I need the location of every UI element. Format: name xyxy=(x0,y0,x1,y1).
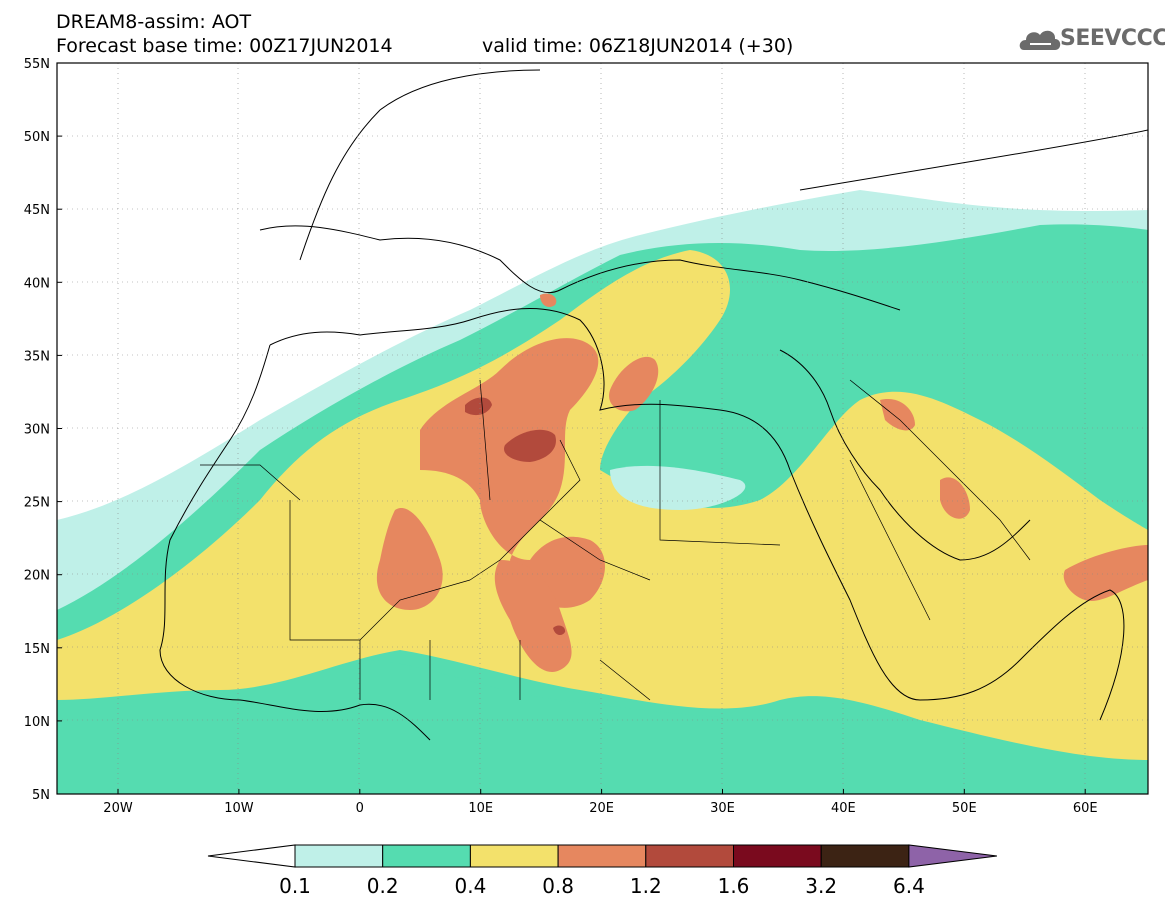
lon-label: 20E xyxy=(589,801,614,816)
colorbar-swatch xyxy=(469,844,559,868)
lon-label: 10W xyxy=(224,801,254,816)
aot-contour-0.4 xyxy=(57,250,1148,760)
graticule xyxy=(57,63,1148,794)
lat-label: 20N xyxy=(24,569,50,584)
lat-label: 15N xyxy=(24,642,50,657)
colorbar-swatch xyxy=(557,844,647,868)
colorbar-label: 1.6 xyxy=(718,874,750,898)
colorbar-swatch xyxy=(382,844,471,868)
colorbar-label: 0.8 xyxy=(542,874,574,898)
colorbar-arrow-low xyxy=(207,844,296,868)
lon-label: 30E xyxy=(710,801,735,816)
lon-label: 20W xyxy=(103,801,133,816)
aot-field xyxy=(57,190,1148,794)
lat-label: 25N xyxy=(24,496,50,511)
logo-text: SEEVCCC xyxy=(1060,26,1165,51)
cloud-logo-icon xyxy=(1019,30,1061,50)
lat-label: 55N xyxy=(24,57,50,72)
colorbar-swatch xyxy=(820,844,910,868)
lon-label: 60E xyxy=(1073,801,1098,816)
colorbar-swatch xyxy=(733,844,822,868)
colorbar-swatch xyxy=(294,844,384,868)
lon-label: 10E xyxy=(468,801,493,816)
aot-contour-1.2 xyxy=(504,429,556,462)
colorbar-swatch xyxy=(645,844,734,868)
lon-label: 40E xyxy=(831,801,856,816)
colorbar-label: 1.2 xyxy=(630,874,662,898)
lat-label: 10N xyxy=(24,715,50,730)
lat-label: 45N xyxy=(24,203,50,218)
borders xyxy=(200,379,1031,701)
lat-label: 35N xyxy=(24,349,50,364)
colorbar-arrow-high xyxy=(908,844,997,868)
colorbar-label: 6.4 xyxy=(893,874,925,898)
lat-label: 40N xyxy=(24,276,50,291)
lon-label: 50E xyxy=(952,801,977,816)
valid-time: valid time: 06Z18JUN2014 (+30) xyxy=(482,35,794,57)
colorbar-label: 0.4 xyxy=(454,874,486,898)
longitude-labels: 20W 10W 0 10E 20E 30E 40E 50E 60E xyxy=(103,789,1098,816)
forecast-base-time: Forecast base time: 00Z17JUN2014 xyxy=(56,35,393,57)
latitude-labels: 55N 50N 45N 40N 35N 30N 25N 20N 15N 10N 5N xyxy=(24,57,62,803)
lon-label: 0 xyxy=(356,801,364,816)
coastlines xyxy=(159,69,1148,741)
colorbar: 0.1 0.2 0.4 0.8 1.2 1.6 3.2 6.4 xyxy=(207,844,997,898)
colorbar-label: 0.1 xyxy=(279,874,311,898)
lat-label: 30N xyxy=(24,423,50,438)
map-title: DREAM8-assim: AOT xyxy=(56,11,252,33)
lat-label: 50N xyxy=(24,130,50,145)
colorbar-label: 3.2 xyxy=(805,874,837,898)
lat-label: 5N xyxy=(32,788,50,803)
colorbar-label: 0.2 xyxy=(367,874,399,898)
